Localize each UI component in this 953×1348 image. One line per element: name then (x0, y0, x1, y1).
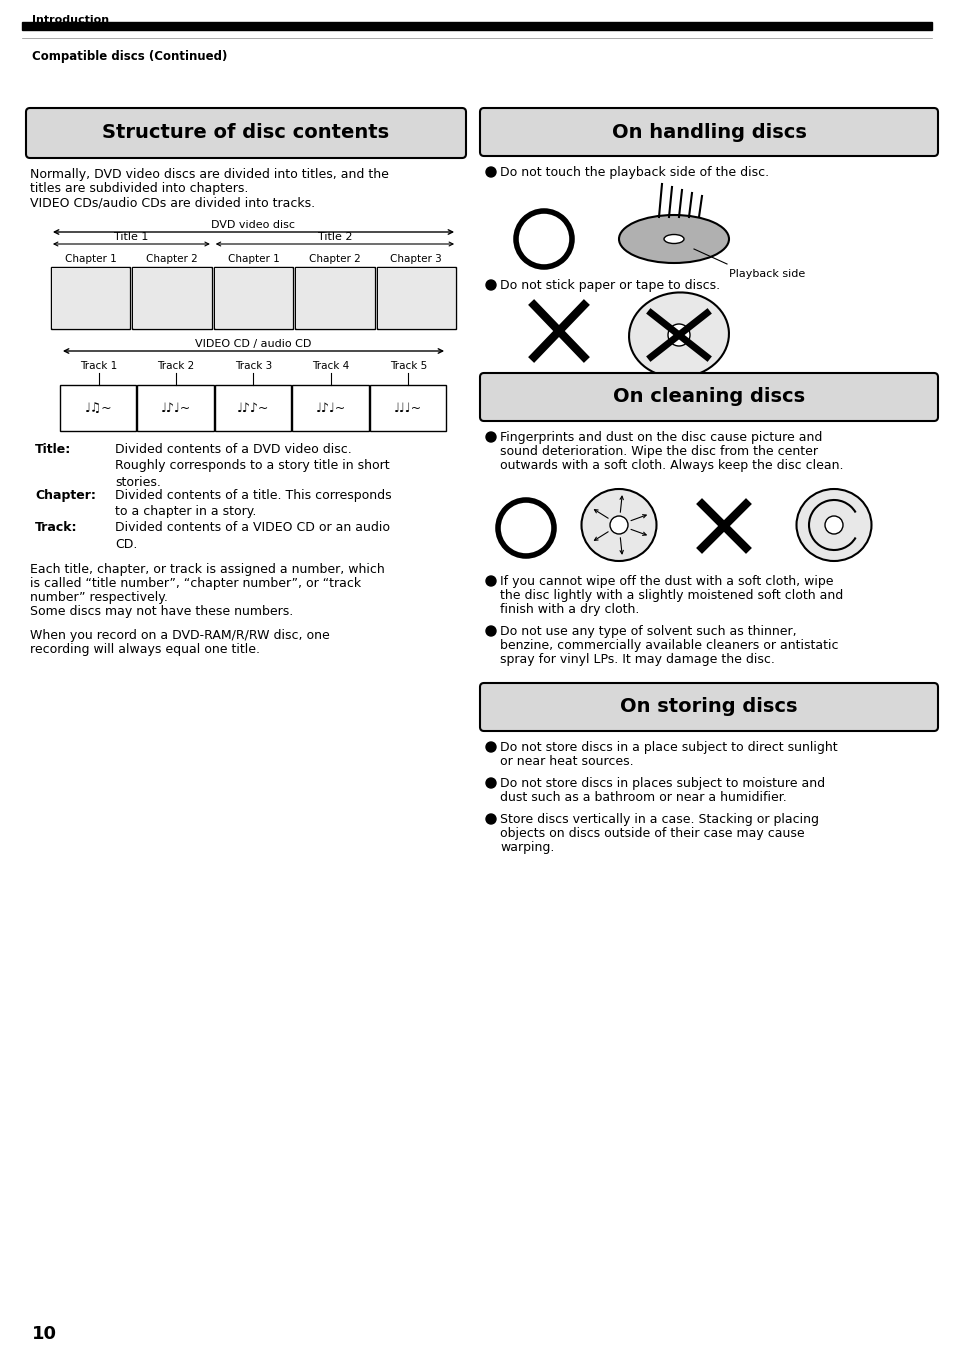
Text: Track 2: Track 2 (157, 361, 194, 371)
Text: Title 1: Title 1 (114, 232, 149, 243)
Bar (132, 267, 212, 329)
Text: is called “title number”, “chapter number”, or “track: is called “title number”, “chapter numbe… (30, 577, 361, 590)
Text: Divided contents of a title. This corresponds
to a chapter in a story.: Divided contents of a title. This corres… (115, 489, 392, 519)
Text: When you record on a DVD-RAM/R/RW disc, one: When you record on a DVD-RAM/R/RW disc, … (30, 630, 330, 642)
Text: 10: 10 (32, 1325, 57, 1343)
Bar (51, 267, 131, 329)
Text: Structure of disc contents: Structure of disc contents (102, 124, 389, 143)
FancyBboxPatch shape (479, 108, 937, 156)
Text: sound deterioration. Wipe the disc from the center: sound deterioration. Wipe the disc from … (499, 445, 817, 458)
Text: Track 5: Track 5 (389, 361, 427, 371)
Bar (369, 386, 446, 431)
Text: Chapter 2: Chapter 2 (146, 253, 198, 264)
Bar (295, 268, 374, 328)
Ellipse shape (628, 293, 728, 377)
Bar (213, 267, 293, 329)
Text: dust such as a bathroom or near a humidifier.: dust such as a bathroom or near a humidi… (499, 791, 786, 803)
Text: On cleaning discs: On cleaning discs (612, 387, 804, 407)
Bar (214, 386, 291, 431)
Circle shape (485, 576, 496, 586)
Text: Chapter 3: Chapter 3 (390, 253, 441, 264)
Text: Do not use any type of solvent such as thinner,: Do not use any type of solvent such as t… (499, 625, 796, 638)
Text: Divided contents of a VIDEO CD or an audio
CD.: Divided contents of a VIDEO CD or an aud… (115, 520, 390, 550)
Text: recording will always equal one title.: recording will always equal one title. (30, 643, 260, 656)
Text: Track 1: Track 1 (80, 361, 117, 371)
Circle shape (485, 280, 496, 290)
Bar (137, 386, 213, 431)
Bar (292, 386, 368, 431)
FancyBboxPatch shape (26, 108, 465, 158)
Bar (376, 267, 456, 329)
Text: ♩♪♩~: ♩♪♩~ (161, 402, 191, 414)
Text: outwards with a soft cloth. Always keep the disc clean.: outwards with a soft cloth. Always keep … (499, 460, 842, 472)
Text: DVD video disc: DVD video disc (212, 220, 295, 231)
Text: Chapter 1: Chapter 1 (228, 253, 279, 264)
Text: Divided contents of a DVD video disc.
Roughly corresponds to a story title in sh: Divided contents of a DVD video disc. Ro… (115, 443, 389, 489)
Text: Do not stick paper or tape to discs.: Do not stick paper or tape to discs. (499, 279, 720, 293)
Text: Introduction: Introduction (32, 15, 109, 26)
Text: number” respectively.: number” respectively. (30, 590, 168, 604)
Bar (60, 386, 136, 431)
FancyBboxPatch shape (479, 373, 937, 421)
Circle shape (485, 625, 496, 636)
Text: VIDEO CDs/audio CDs are divided into tracks.: VIDEO CDs/audio CDs are divided into tra… (30, 195, 314, 209)
Circle shape (485, 778, 496, 789)
Text: Chapter 1: Chapter 1 (65, 253, 116, 264)
Text: Do not store discs in a place subject to direct sunlight: Do not store discs in a place subject to… (499, 741, 837, 754)
Text: ♩♪♩~: ♩♪♩~ (315, 402, 346, 414)
Text: objects on discs outside of their case may cause: objects on discs outside of their case m… (499, 828, 803, 840)
Text: Track:: Track: (35, 520, 77, 534)
Circle shape (824, 516, 842, 534)
Text: On storing discs: On storing discs (619, 697, 797, 717)
Text: VIDEO CD / audio CD: VIDEO CD / audio CD (195, 338, 312, 349)
Text: On handling discs: On handling discs (611, 123, 805, 142)
Text: or near heat sources.: or near heat sources. (499, 755, 633, 768)
Bar (133, 268, 211, 328)
Ellipse shape (663, 235, 683, 244)
Text: Chapter 2: Chapter 2 (309, 253, 360, 264)
Text: Title:: Title: (35, 443, 71, 456)
FancyBboxPatch shape (479, 683, 937, 731)
Ellipse shape (618, 214, 728, 263)
Ellipse shape (796, 489, 871, 561)
Bar (377, 268, 455, 328)
Text: Do not store discs in places subject to moisture and: Do not store discs in places subject to … (499, 776, 824, 790)
Bar (214, 268, 292, 328)
Bar (52, 268, 130, 328)
Text: Some discs may not have these numbers.: Some discs may not have these numbers. (30, 605, 293, 617)
Circle shape (485, 814, 496, 824)
Text: Do not touch the playback side of the disc.: Do not touch the playback side of the di… (499, 166, 768, 179)
Bar (294, 267, 375, 329)
Text: ♩♫~: ♩♫~ (85, 402, 112, 414)
Text: Each title, chapter, or track is assigned a number, which: Each title, chapter, or track is assigne… (30, 563, 384, 576)
Text: titles are subdivided into chapters.: titles are subdivided into chapters. (30, 182, 248, 195)
Text: Chapter:: Chapter: (35, 489, 95, 501)
Text: Compatible discs (Continued): Compatible discs (Continued) (32, 50, 227, 63)
Text: Fingerprints and dust on the disc cause picture and: Fingerprints and dust on the disc cause … (499, 431, 821, 443)
Text: spray for vinyl LPs. It may damage the disc.: spray for vinyl LPs. It may damage the d… (499, 652, 774, 666)
Circle shape (667, 324, 689, 346)
Text: Playback side: Playback side (728, 270, 804, 279)
Circle shape (485, 167, 496, 177)
Circle shape (609, 516, 627, 534)
Text: benzine, commercially available cleaners or antistatic: benzine, commercially available cleaners… (499, 639, 838, 652)
Text: Track 4: Track 4 (312, 361, 349, 371)
Circle shape (485, 431, 496, 442)
Text: warping.: warping. (499, 841, 554, 855)
Ellipse shape (581, 489, 656, 561)
Text: finish with a dry cloth.: finish with a dry cloth. (499, 603, 639, 616)
Text: If you cannot wipe off the dust with a soft cloth, wipe: If you cannot wipe off the dust with a s… (499, 576, 833, 588)
Circle shape (485, 741, 496, 752)
Text: Track 3: Track 3 (234, 361, 272, 371)
Text: Store discs vertically in a case. Stacking or placing: Store discs vertically in a case. Stacki… (499, 813, 818, 826)
Text: Title 2: Title 2 (317, 232, 352, 243)
Text: ♩♪♪~: ♩♪♪~ (237, 402, 270, 414)
Text: Normally, DVD video discs are divided into titles, and the: Normally, DVD video discs are divided in… (30, 168, 389, 181)
Bar (22, 22, 931, 30)
Text: ♩♩♩~: ♩♩♩~ (394, 402, 422, 414)
Text: the disc lightly with a slightly moistened soft cloth and: the disc lightly with a slightly moisten… (499, 589, 842, 603)
